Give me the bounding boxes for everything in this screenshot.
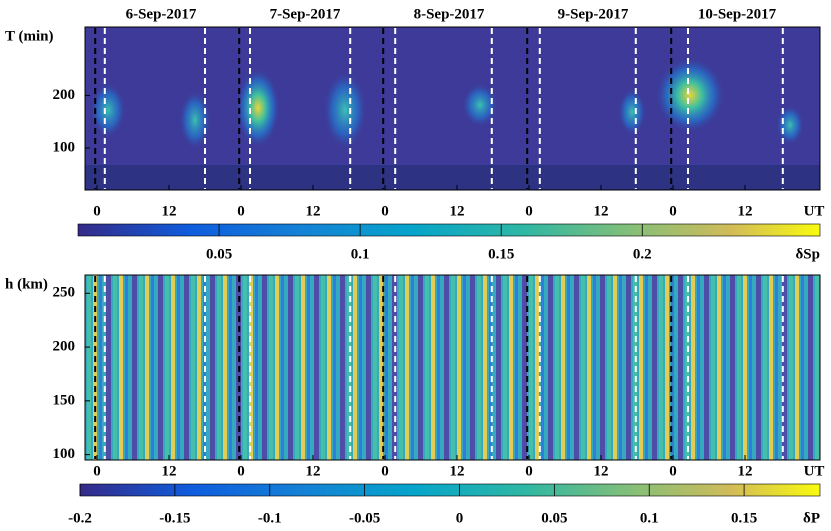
x-tick-label: 0 xyxy=(525,203,533,219)
colorbar-label: δSp xyxy=(796,246,820,262)
y-tick-label: 100 xyxy=(53,139,76,155)
colorbar xyxy=(77,223,821,237)
colorbar-tick-label: 0.1 xyxy=(351,246,370,262)
x-tick-label: 12 xyxy=(738,203,753,219)
x-tick-label: 12 xyxy=(594,463,609,479)
plot-frame xyxy=(84,26,821,191)
date-label: 10-Sep-2017 xyxy=(698,6,777,22)
y-tick-label: 250 xyxy=(53,285,76,301)
x-tick-label: 12 xyxy=(738,463,753,479)
y-axis-label: T (min) xyxy=(5,28,53,44)
date-label: 7-Sep-2017 xyxy=(270,6,341,22)
x-tick-label: 12 xyxy=(306,203,321,219)
heatmap-texture xyxy=(85,275,820,460)
x-tick-label: 12 xyxy=(450,203,465,219)
x-axis-label: UT xyxy=(804,203,825,219)
heatmap-texture xyxy=(85,57,820,190)
colorbar-tick-label: -0.15 xyxy=(159,510,190,526)
colorbar-tick-label: 0.1 xyxy=(640,510,659,526)
x-tick-label: 0 xyxy=(381,203,389,219)
x-tick-label: 12 xyxy=(162,203,177,219)
colorbar-tick-label: 0 xyxy=(456,510,464,526)
x-tick-label: 0 xyxy=(237,203,245,219)
date-label: 8-Sep-2017 xyxy=(414,6,485,22)
x-tick-label: 0 xyxy=(237,463,245,479)
x-axis-label: UT xyxy=(804,463,825,479)
x-tick-label: 0 xyxy=(525,463,533,479)
x-tick-label: 12 xyxy=(450,463,465,479)
x-tick-label: 0 xyxy=(381,463,389,479)
y-tick-label: 150 xyxy=(53,392,76,408)
y-tick-label: 100 xyxy=(53,446,76,462)
colorbar-tick-label: -0.1 xyxy=(258,510,282,526)
colorbar-label: δP xyxy=(803,510,820,526)
y-tick-label: 200 xyxy=(53,339,76,355)
colorbar-tick-label: 0.15 xyxy=(488,246,514,262)
y-tick-label: 200 xyxy=(53,87,76,103)
colorbar xyxy=(79,483,821,497)
date-label: 6-Sep-2017 xyxy=(126,6,197,22)
plot-frame xyxy=(84,274,821,461)
x-tick-label: 0 xyxy=(669,463,677,479)
colorbar-tick-label: -0.2 xyxy=(68,510,92,526)
colorbar-tick-label: 0.05 xyxy=(541,510,567,526)
x-tick-label: 0 xyxy=(93,463,101,479)
x-tick-label: 12 xyxy=(594,203,609,219)
colorbar-tick-label: 0.15 xyxy=(731,510,757,526)
colorbar-tick-label: -0.05 xyxy=(349,510,380,526)
x-tick-label: 12 xyxy=(162,463,177,479)
y-axis-label: h (km) xyxy=(5,276,48,292)
date-label: 9-Sep-2017 xyxy=(558,6,629,22)
x-tick-label: 0 xyxy=(669,203,677,219)
colorbar-tick-label: 0.2 xyxy=(633,246,652,262)
x-tick-label: 0 xyxy=(93,203,101,219)
colorbar-tick-label: 0.05 xyxy=(206,246,232,262)
x-tick-label: 12 xyxy=(306,463,321,479)
